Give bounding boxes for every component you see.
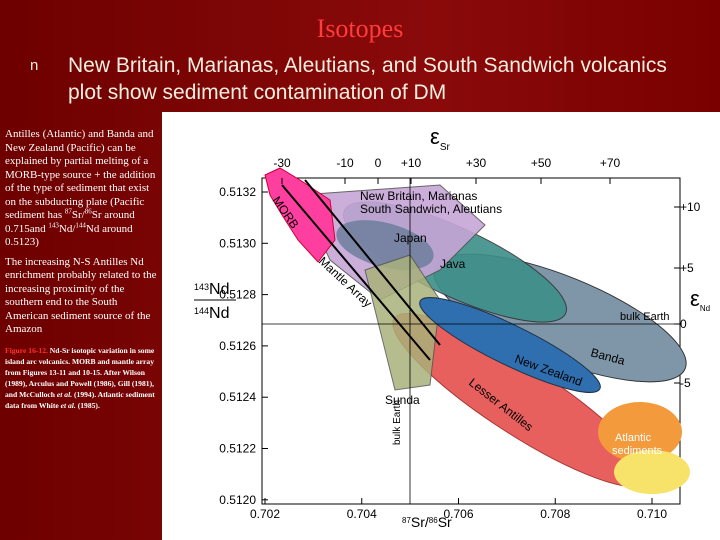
text: Nd around 0.5123) <box>5 222 133 249</box>
axis-label: 87Sr/86Sr <box>402 514 452 530</box>
atlantic-field <box>598 402 682 462</box>
text: ε <box>690 286 700 311</box>
text: et al. <box>60 400 76 410</box>
field-label: Sunda <box>385 393 420 407</box>
paragraph: The increasing N-S Antilles Nd enrichmen… <box>5 255 157 336</box>
text: Antilles (Atlantic) and Banda and New Ze… <box>5 128 156 221</box>
text: Nd <box>209 281 229 298</box>
atlantic-field-light <box>614 450 690 494</box>
tick-label: 0.710 <box>637 507 667 521</box>
text: 86 <box>429 516 438 525</box>
text: et al. <box>56 389 73 399</box>
tick-label: +30 <box>466 156 487 170</box>
mantle-array-line <box>281 184 431 361</box>
bullet-marker: n <box>30 57 39 74</box>
axis-label: 144Nd <box>194 305 229 322</box>
text: Sr <box>440 142 451 153</box>
ticks: -30 -10 0 +10 +30 +50 +700.51320.51300.51280.5… <box>219 156 700 521</box>
morb-field <box>264 167 336 263</box>
tick-label: 0.5132 <box>219 185 256 199</box>
plot-frame <box>261 177 681 505</box>
tick-label: 0.5122 <box>219 442 256 456</box>
tick-label: 0.706 <box>443 507 473 521</box>
text: Nd-Sr isotopic variation in some island … <box>5 345 155 399</box>
axis-label: εNd <box>690 286 710 313</box>
bullet-text: New Britain, Marianas, Aleutians, and So… <box>68 54 667 104</box>
tick-label: 0.5130 <box>219 236 256 250</box>
tick-label: 0 <box>680 317 687 331</box>
field-label: New Britain, Marianas <box>360 189 477 203</box>
text: Sr/ <box>71 209 85 221</box>
text: 144 <box>194 306 209 316</box>
text: ε <box>430 124 440 149</box>
text: Sr <box>438 514 452 530</box>
tick-label: +50 <box>531 156 552 170</box>
text: 87 <box>402 516 411 525</box>
tick-label: 0.702 <box>250 507 280 521</box>
text: Nd <box>209 305 229 322</box>
tick-label: 0.5120 <box>219 493 256 507</box>
field-label: Atlantic <box>615 432 652 444</box>
slide-title: Isotopes <box>316 14 404 43</box>
field-label: South Sandwich, Aleutians <box>360 202 502 216</box>
sup: 143 <box>48 220 59 229</box>
tick-label: 0.704 <box>347 507 377 521</box>
field-label: Japan <box>394 231 427 245</box>
tick-label: 0.5126 <box>219 339 256 353</box>
text: (1985). <box>75 400 100 410</box>
field-label: sediments <box>612 445 663 457</box>
axis-label: 143Nd <box>194 281 229 298</box>
text: Nd <box>700 304 710 313</box>
figure: εSr 143Nd 144Nd εNd 87Sr/86Sr MORB Mantl… <box>162 112 720 540</box>
caption: Figure 16-12. Nd-Sr isotopic variation i… <box>5 345 157 411</box>
sup: 86 <box>84 207 92 216</box>
text: Sr around 0.715and <box>5 209 135 235</box>
text: (1994). Atlantic sediment data from Whit… <box>5 389 155 410</box>
text: Sr/ <box>411 514 429 530</box>
paragraph: Antilles (Atlantic) and Banda and New Ze… <box>5 128 157 250</box>
sup: 87 <box>64 207 72 216</box>
figure-number: Figure 16-12. <box>5 345 48 355</box>
tick-label: -10 <box>336 156 354 170</box>
tick-label: 0.5124 <box>219 390 256 404</box>
tick-label: -30 <box>273 156 291 170</box>
tick-label: +5 <box>680 261 694 275</box>
mantle-array-line <box>304 179 441 346</box>
sidebar: Antilles (Atlantic) and Banda and New Ze… <box>5 128 157 417</box>
text: 143 <box>194 282 209 292</box>
field-label: bulk Earth <box>392 400 403 445</box>
tick-label: +70 <box>600 156 621 170</box>
axis-label: εSr <box>430 124 450 153</box>
tick-label: 0.708 <box>540 507 570 521</box>
tick-label: -5 <box>680 376 691 390</box>
new-zealand-field <box>419 297 601 393</box>
tick-label: +10 <box>401 156 422 170</box>
text: Nd/ <box>58 222 76 235</box>
field-label: Java <box>440 257 466 271</box>
field-label: bulk Earth <box>620 311 670 323</box>
bullet: n New Britain, Marianas, Aleutians, and … <box>30 52 700 106</box>
tick-label: +10 <box>680 200 701 214</box>
sup: 144 <box>75 220 86 229</box>
tick-label: 0 <box>375 156 382 170</box>
tick-label: 0.5128 <box>219 288 256 302</box>
